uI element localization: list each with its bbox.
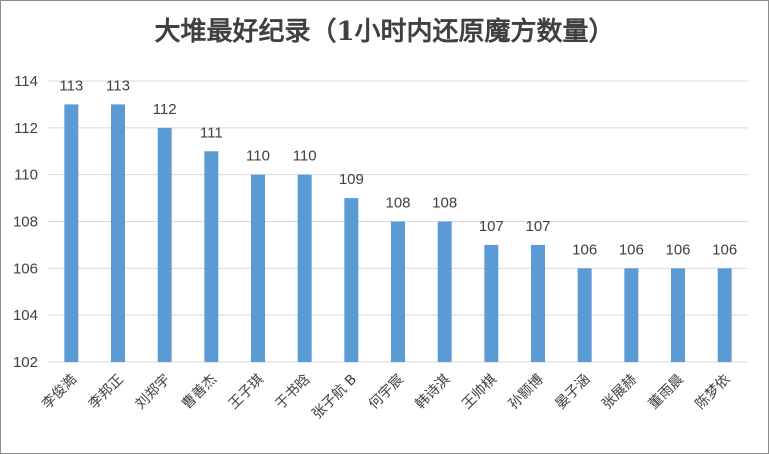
x-tick-label: 孙颢博 xyxy=(505,371,547,413)
data-label: 110 xyxy=(293,148,317,165)
bar xyxy=(297,174,312,362)
chart-title: 大堆最好纪录（1小时内还原魔方数量） xyxy=(154,17,615,47)
bar xyxy=(391,221,405,362)
y-tick-label: 108 xyxy=(13,214,38,231)
bar xyxy=(204,151,219,362)
data-label: 106 xyxy=(619,241,644,258)
data-label: 107 xyxy=(525,218,550,235)
bar xyxy=(251,174,265,362)
bar xyxy=(577,268,592,362)
y-tick-label: 104 xyxy=(13,307,38,324)
bar xyxy=(111,104,125,363)
bar xyxy=(624,268,639,362)
bar xyxy=(717,268,732,362)
x-tick-label: 刘郑宇 xyxy=(132,372,173,413)
y-axis: 102 104 106 108 110 112 114 xyxy=(13,73,38,371)
x-tick-label: 王帅棋 xyxy=(459,372,500,413)
y-tick-label: 102 xyxy=(13,354,38,371)
x-tick-label: 李邦正 xyxy=(86,372,127,413)
x-tick-label: 王子琪 xyxy=(226,372,267,413)
x-tick-label: 李俊澔 xyxy=(39,372,80,413)
x-tick-label: 晏子涵 xyxy=(552,372,593,413)
y-tick-label: 112 xyxy=(14,120,38,137)
bar xyxy=(64,104,79,363)
bar xyxy=(437,221,452,362)
x-tick-label: 陈梦依 xyxy=(692,371,734,413)
bar xyxy=(157,127,172,362)
x-tick-label: 曹善杰 xyxy=(179,372,220,413)
y-tick-label: 114 xyxy=(14,73,38,90)
data-label: 108 xyxy=(432,195,457,212)
x-tick-label: 董雨晨 xyxy=(646,372,687,413)
x-tick-label: 张子航 B xyxy=(309,372,360,423)
bar xyxy=(531,244,545,362)
data-label: 106 xyxy=(665,241,690,258)
data-label: 108 xyxy=(385,195,410,212)
bar xyxy=(671,268,685,362)
data-label: 111 xyxy=(200,124,223,141)
data-label: 106 xyxy=(572,241,597,258)
data-label: 113 xyxy=(59,77,83,94)
bars xyxy=(64,104,732,363)
x-tick-label: 于书晗 xyxy=(272,371,314,413)
bar xyxy=(344,198,359,362)
data-label: 110 xyxy=(246,148,270,165)
x-tick-label: 韩诗淇 xyxy=(412,372,453,413)
data-labels: 113 113 112 111 110 110 109 108 108 107 107 106 106 1… xyxy=(59,77,737,258)
data-label: 112 xyxy=(153,101,177,118)
data-label: 113 xyxy=(106,77,130,94)
data-label: 109 xyxy=(339,171,364,188)
y-tick-label: 110 xyxy=(14,167,38,184)
x-tick-label: 张展赫 xyxy=(599,372,640,413)
y-tick-label: 106 xyxy=(13,260,38,277)
x-tick-label: 何宇宸 xyxy=(365,371,407,413)
bar xyxy=(484,244,499,362)
data-label: 106 xyxy=(712,241,737,258)
data-label: 107 xyxy=(479,218,504,235)
